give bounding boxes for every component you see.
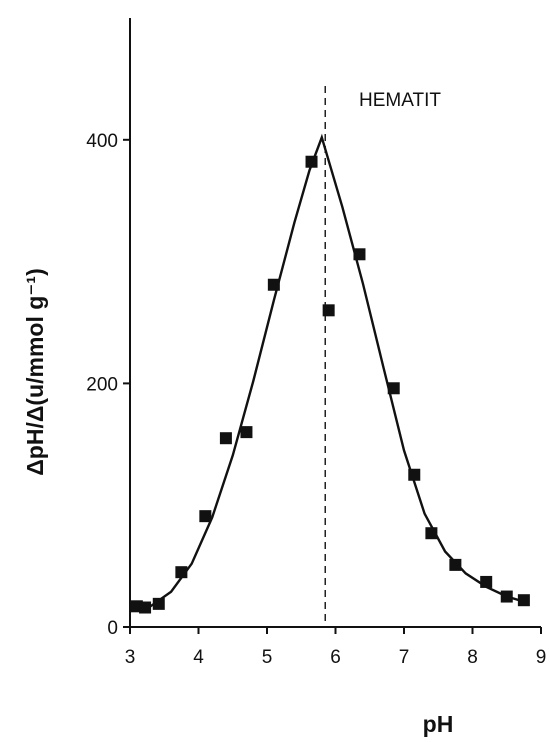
data-point: [408, 468, 421, 481]
x-axis-title: pH: [423, 711, 454, 737]
data-point: [305, 155, 318, 168]
data-point: [480, 575, 493, 588]
fit-curve: [129, 133, 528, 613]
data-point: [152, 597, 165, 610]
data-point: [322, 304, 335, 317]
y-tick-label: 400: [86, 131, 118, 152]
data-point: [175, 566, 188, 579]
data-point: [267, 278, 280, 291]
annotation-label: HEMATIT: [359, 90, 441, 111]
x-tick-label: 5: [262, 647, 273, 668]
data-point: [449, 558, 462, 571]
x-tick-label: 7: [399, 647, 410, 668]
data-point: [199, 510, 212, 523]
data-point: [387, 382, 400, 395]
y-tick-label: 200: [86, 374, 118, 395]
x-tick-label: 6: [330, 647, 341, 668]
x-tick-label: 8: [467, 647, 478, 668]
axes: [129, 18, 541, 628]
x-ticks: 3 4 5 6 7 8 9: [125, 627, 547, 668]
data-point: [240, 426, 253, 439]
x-tick-label: 9: [536, 647, 547, 668]
y-ticks: 0 200 400: [86, 131, 130, 639]
x-tick-label: 3: [125, 647, 136, 668]
data-point: [353, 248, 366, 261]
data-point: [219, 432, 232, 445]
data-point: [517, 594, 530, 607]
data-points: [130, 155, 530, 614]
data-point: [425, 527, 438, 540]
data-point: [139, 601, 152, 614]
x-tick-label: 4: [193, 647, 204, 668]
y-tick-label: 0: [107, 618, 118, 639]
y-axis-title: ΔpH/Δ(u/mmol g⁻¹): [22, 268, 48, 475]
data-point: [500, 590, 513, 603]
